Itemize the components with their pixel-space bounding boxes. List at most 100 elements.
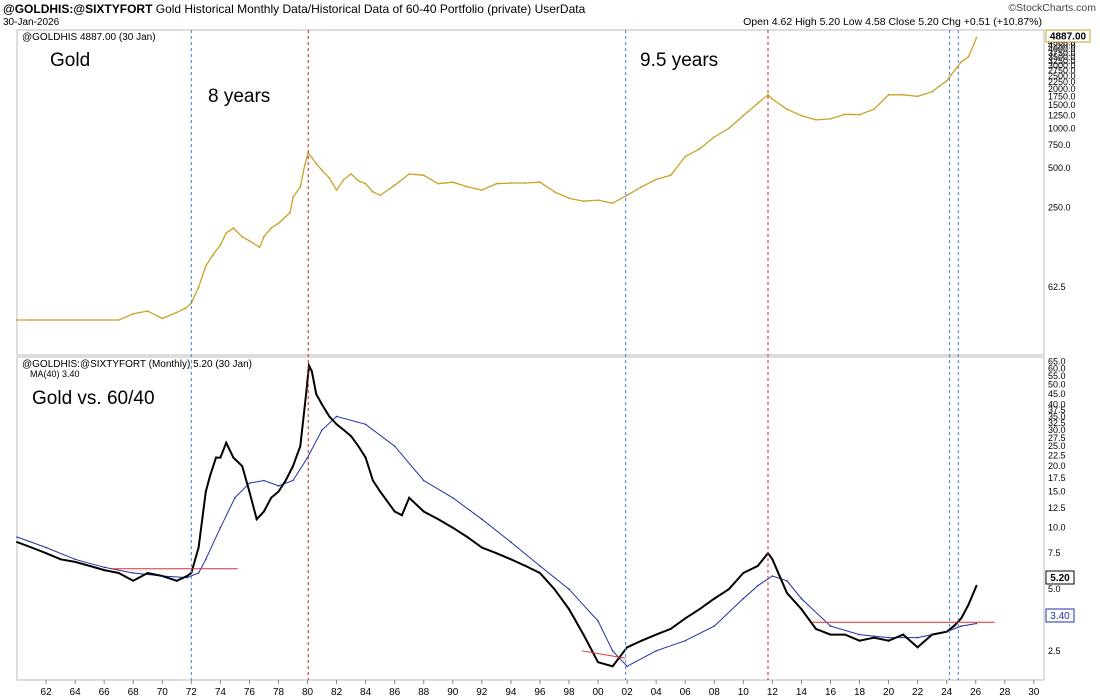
gold-vs-6040-point — [146, 572, 149, 574]
gold-vs-6040-point — [611, 665, 614, 668]
x-tick-label: 18 — [854, 687, 866, 698]
upper-series-gold — [16, 36, 978, 321]
gold-price-point — [815, 119, 817, 121]
gold-vs-6040-point — [371, 479, 374, 482]
gold-vs-6040-point — [495, 552, 498, 555]
description-label: Gold Historical Monthly Data/Historical … — [155, 2, 532, 16]
gold-price-point — [902, 93, 904, 96]
x-tick-label: 98 — [563, 687, 575, 698]
gold-price-point — [669, 174, 672, 177]
gold-price-point — [451, 181, 454, 184]
lower-y-tick-label: 35.0 — [1048, 411, 1066, 421]
gold-vs-6040-point — [756, 564, 759, 567]
gold-price-point — [212, 253, 215, 256]
gold-vs-6040-point — [727, 588, 730, 591]
gold-vs-6040-point — [800, 608, 803, 611]
gold-price-point — [350, 173, 352, 175]
gold-vs-6040-point — [248, 490, 251, 493]
x-tick-label: 70 — [157, 687, 169, 698]
lower-panel-ratio: @GOLDHIS:@SIXTYFORT (Monthly) 5.20 (30 J… — [16, 356, 1075, 681]
lower-y-tick-label: 15.0 — [1048, 487, 1066, 497]
ma40-point — [771, 575, 774, 577]
gold-vs-6040-point — [524, 564, 527, 567]
gold-price-point — [321, 169, 323, 172]
gold-vs-6040-point — [204, 490, 207, 493]
x-tick-label: 78 — [273, 687, 285, 698]
ma40-point — [568, 588, 570, 590]
ma40-point — [197, 572, 200, 574]
x-tick-label: 84 — [360, 687, 372, 698]
gold-price-point — [767, 93, 769, 96]
gold-price-point — [873, 108, 875, 111]
gold-price-point — [270, 227, 273, 229]
lower-y-tick-label: 22.5 — [1048, 451, 1066, 461]
gold-price-point — [328, 177, 331, 179]
symbol-label: @GOLDHIS:@SIXTYFORT — [3, 2, 153, 16]
ma40-point — [364, 423, 367, 426]
gold-vs-6040-point — [342, 429, 345, 431]
ma40-point — [248, 482, 251, 485]
gold-price-point — [16, 319, 18, 321]
lower-y-tick-label: 17.5 — [1048, 473, 1066, 483]
gold-price-line — [17, 37, 978, 321]
x-tick-label: 30 — [1028, 687, 1040, 698]
gold-price-point — [466, 185, 469, 188]
gold-price-point — [437, 182, 440, 185]
gold-vs-6040-point — [582, 633, 585, 636]
source-label: UserData — [534, 2, 586, 16]
x-tick-label: 10 — [738, 687, 750, 698]
ma40-point — [481, 518, 483, 520]
annotation-gold: Gold — [50, 50, 90, 71]
gold-price-point — [315, 162, 318, 165]
ma40-point — [74, 558, 76, 561]
gold-price-point — [480, 189, 483, 192]
upper-last-value: 4887.00 — [1050, 32, 1087, 43]
upper-y-tick-label: 1250.0 — [1048, 111, 1076, 121]
upper-y-tick-label: 3250.0 — [1048, 56, 1076, 66]
gold-vs-6040-point — [785, 591, 788, 594]
gold-vs-6040-point — [241, 465, 244, 468]
gold-vs-6040-point — [132, 579, 135, 582]
gold-vs-6040-point — [74, 560, 77, 563]
gold-price-point — [357, 179, 360, 182]
x-tick-label: 72 — [186, 687, 198, 698]
gold-vs-6040-point — [393, 510, 396, 513]
x-tick-label: 64 — [70, 687, 82, 698]
ma40-point — [684, 639, 686, 642]
lower-legend-ratio: @GOLDHIS:@SIXTYFORT (Monthly) 5.20 (30 J… — [22, 359, 252, 370]
gold-price-point — [232, 227, 235, 229]
ma40-point — [205, 558, 207, 561]
lower-y-tick-label: 25.0 — [1048, 441, 1066, 451]
x-tick-label: 68 — [128, 687, 140, 698]
gold-vs-6040-point — [225, 441, 228, 444]
ma40-point — [186, 576, 188, 579]
upper-y-tick-label: 500.0 — [1048, 163, 1071, 173]
gold-vs-6040-point — [509, 558, 512, 561]
lower-panel-frame — [16, 356, 1045, 681]
upper-y-tick-label: 750.0 — [1048, 140, 1071, 150]
gold-price-point — [161, 317, 164, 320]
lower-series-group — [16, 362, 995, 668]
lower-y-tick-label: 20.0 — [1048, 461, 1066, 471]
upper-y-tick-label: 1500.0 — [1048, 100, 1076, 110]
lower-y-axis: 2.5 5.0 7.5 10.0 12.5 15.0 17.5 20.022.525.027.… — [1048, 356, 1066, 655]
gold-price-point — [539, 181, 541, 184]
gold-price-point — [800, 114, 803, 117]
x-tick-label: 66 — [99, 687, 111, 698]
gold-price-point — [132, 312, 135, 315]
gold-vs-6040-point — [466, 536, 469, 538]
gold-vs-6040-point — [292, 465, 294, 468]
gold-price-point — [364, 182, 367, 185]
gold-price-point — [30, 319, 33, 321]
x-tick-label: 20 — [883, 687, 895, 698]
upper-y-tick-label: 2250.0 — [1048, 77, 1076, 87]
gold-price-point — [655, 178, 658, 181]
ma40-point — [960, 625, 962, 627]
gold-vs-6040-point — [117, 572, 120, 574]
gold-vs-6040-point — [437, 518, 440, 521]
x-tick-label: 00 — [592, 687, 604, 698]
brand-label: ©StockCharts.com — [1008, 2, 1096, 14]
gold-price-point — [335, 189, 338, 192]
gold-vs-6040-point — [408, 496, 411, 499]
